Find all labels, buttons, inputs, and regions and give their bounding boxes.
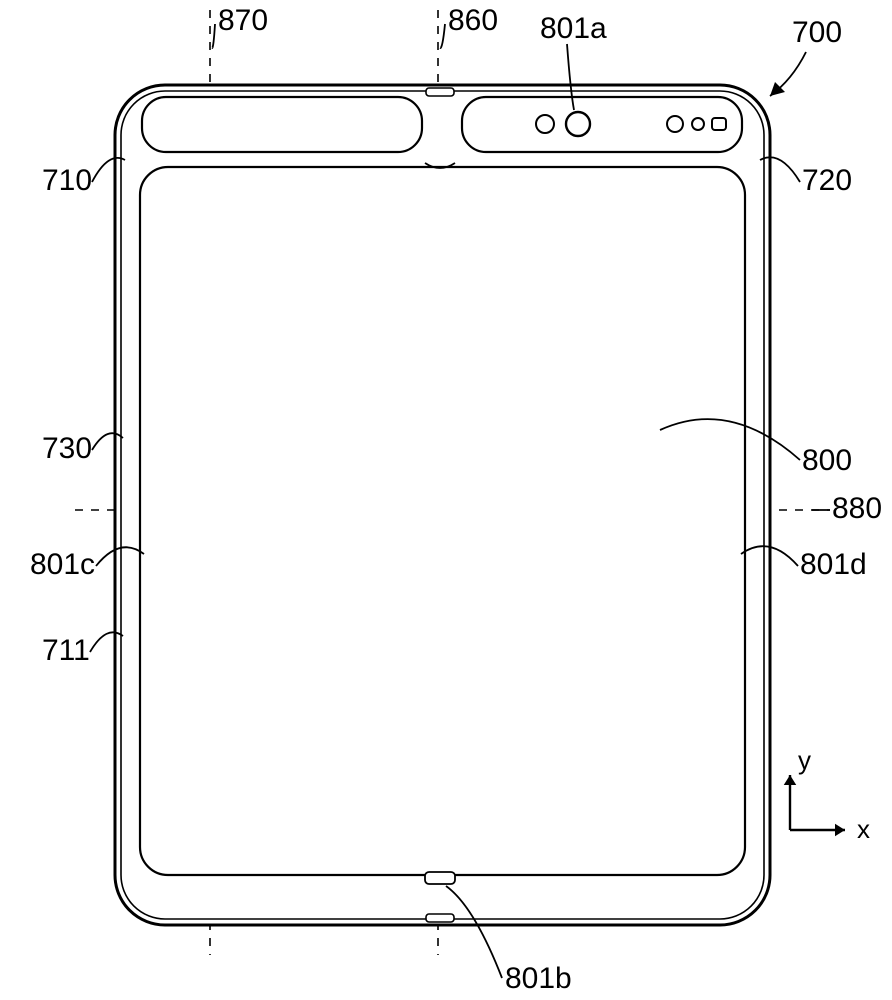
svg-text:711: 711 <box>42 634 90 667</box>
patent-diagram: 870 860 801a 700 710 720 730 800 880 801c 801d 711 8… <box>0 0 892 1000</box>
svg-text:801a: 801a <box>540 12 607 45</box>
svg-text:730: 730 <box>42 432 92 465</box>
svg-text:x: x <box>857 814 870 844</box>
svg-text:720: 720 <box>802 164 852 197</box>
svg-text:801b: 801b <box>505 962 572 995</box>
svg-text:800: 800 <box>802 444 852 477</box>
svg-text:700: 700 <box>792 16 842 49</box>
svg-text:860: 860 <box>448 4 498 37</box>
svg-text:710: 710 <box>42 164 92 197</box>
svg-text:801d: 801d <box>800 548 867 581</box>
svg-text:870: 870 <box>218 4 268 37</box>
svg-text:y: y <box>798 745 811 775</box>
svg-text:801c: 801c <box>30 548 95 581</box>
svg-text:880: 880 <box>832 492 882 525</box>
